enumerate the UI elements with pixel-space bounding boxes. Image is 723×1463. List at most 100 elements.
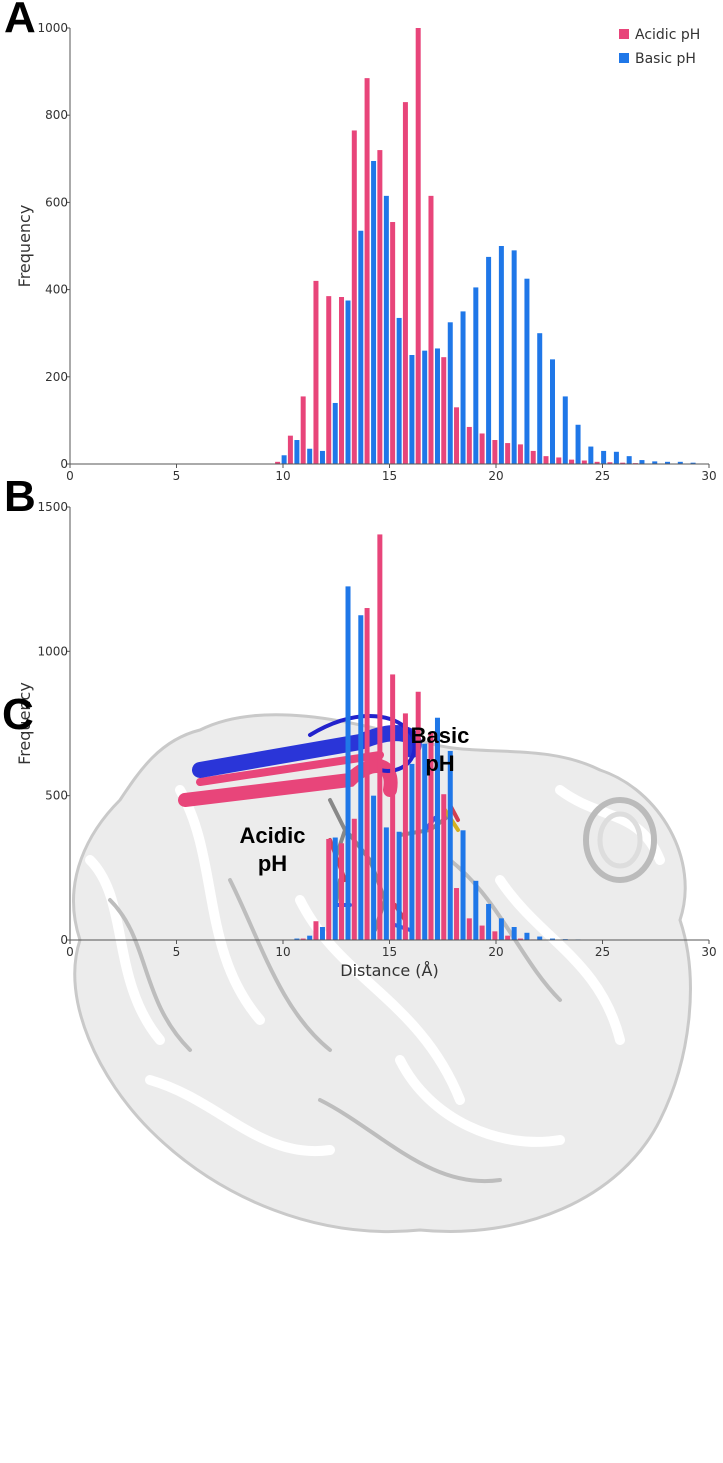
- bar: [428, 196, 433, 464]
- bar: [531, 451, 536, 464]
- bar: [313, 281, 318, 464]
- bar: [467, 918, 472, 940]
- bar: [346, 301, 351, 465]
- y-tick-label: 800: [45, 108, 68, 122]
- bar: [614, 452, 619, 464]
- bar: [492, 440, 497, 464]
- y-tick-label: 1000: [37, 21, 68, 35]
- bar: [473, 881, 478, 940]
- y-axis-label: Frequency: [15, 205, 34, 288]
- bar: [454, 407, 459, 464]
- bar: [480, 433, 485, 464]
- bar: [588, 447, 593, 464]
- bar: [524, 933, 529, 940]
- bar: [448, 751, 453, 940]
- bar: [409, 355, 414, 464]
- legend-swatch: [619, 29, 629, 39]
- bar: [371, 161, 376, 464]
- bar: [569, 460, 574, 464]
- bar: [524, 279, 529, 464]
- bar: [377, 150, 382, 464]
- bar: [352, 130, 357, 464]
- bar: [454, 888, 459, 940]
- bar: [403, 102, 408, 464]
- bar: [358, 615, 363, 940]
- bar: [499, 918, 504, 940]
- y-tick-label: 600: [45, 195, 68, 209]
- x-tick-label: 10: [275, 469, 290, 483]
- bar: [492, 931, 497, 940]
- bar: [544, 456, 549, 464]
- bar: [639, 460, 644, 464]
- bar: [486, 257, 491, 464]
- bar: [301, 396, 306, 464]
- bar: [441, 794, 446, 940]
- bar: [461, 311, 466, 464]
- bar: [473, 287, 478, 464]
- bar: [307, 936, 312, 940]
- bar: [352, 819, 357, 940]
- bar: [512, 927, 517, 940]
- bar: [282, 455, 287, 464]
- bar: [537, 333, 542, 464]
- bar: [358, 231, 363, 464]
- bar: [377, 534, 382, 940]
- bar: [550, 359, 555, 464]
- bar: [499, 246, 504, 464]
- bar: [627, 456, 632, 464]
- bar: [435, 348, 440, 464]
- x-tick-label: 0: [66, 469, 74, 483]
- y-tick-label: 200: [45, 370, 68, 384]
- bar: [441, 357, 446, 464]
- bar: [390, 222, 395, 464]
- bar: [339, 297, 344, 464]
- bar: [563, 396, 568, 464]
- x-axis-label: Distance (Å): [340, 961, 438, 980]
- bar: [384, 196, 389, 464]
- bar: [422, 351, 427, 464]
- legend-swatch: [619, 53, 629, 63]
- bar: [333, 403, 338, 464]
- bar: [320, 927, 325, 940]
- bar: [365, 78, 370, 464]
- bar: [390, 674, 395, 940]
- x-tick-label: 15: [382, 945, 397, 959]
- x-tick-label: 10: [275, 945, 290, 959]
- x-tick-label: 30: [701, 469, 716, 483]
- bar: [448, 322, 453, 464]
- bar: [518, 444, 523, 464]
- x-tick-label: 15: [382, 469, 397, 483]
- bar: [505, 443, 510, 464]
- y-tick-label: 500: [45, 789, 68, 803]
- bar: [307, 449, 312, 464]
- bar: [326, 296, 331, 464]
- bar: [333, 838, 338, 940]
- y-tick-label: 1500: [37, 500, 68, 514]
- x-tick-label: 30: [701, 945, 716, 959]
- panel-letter: A: [4, 0, 36, 42]
- bar: [467, 427, 472, 464]
- bar: [288, 436, 293, 464]
- x-tick-label: 20: [488, 945, 503, 959]
- bar: [537, 937, 542, 940]
- bar: [512, 250, 517, 464]
- panel-letter: B: [4, 472, 36, 521]
- y-tick-label: 1000: [37, 644, 68, 658]
- bar: [461, 830, 466, 940]
- bar: [294, 440, 299, 464]
- x-tick-label: 5: [173, 469, 181, 483]
- bar: [416, 28, 421, 464]
- bar: [486, 904, 491, 940]
- bar: [409, 764, 414, 940]
- bar: [371, 796, 376, 940]
- bar: [397, 318, 402, 464]
- bar: [556, 457, 561, 464]
- bar: [480, 926, 485, 940]
- bar: [326, 839, 331, 940]
- basic-label: Basic pH: [395, 722, 485, 778]
- legend-label: Acidic pH: [635, 27, 700, 43]
- x-tick-label: 20: [488, 469, 503, 483]
- x-tick-label: 5: [173, 945, 181, 959]
